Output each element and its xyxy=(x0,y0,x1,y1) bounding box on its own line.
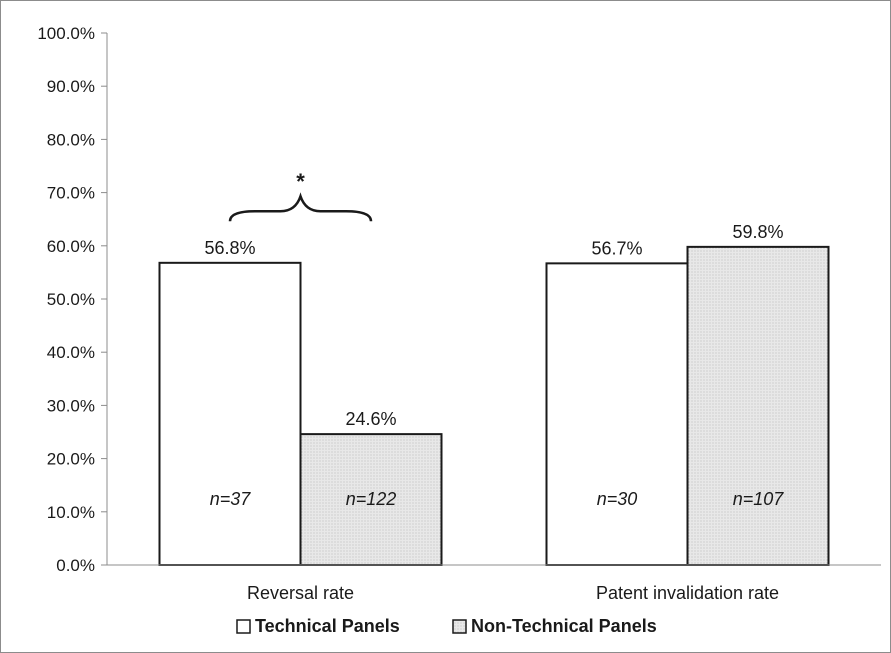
data-value-label: 59.8% xyxy=(732,222,783,242)
y-axis: 0.0% 10.0% 20.0% 30.0% 40.0% 50.0% 60.0% 70.0% 8… xyxy=(37,24,108,575)
sample-size-label: n=37 xyxy=(210,489,252,509)
y-tick-label: 100.0% xyxy=(37,24,95,43)
y-tick-label: 60.0% xyxy=(47,237,95,256)
category-label: Reversal rate xyxy=(247,583,354,603)
y-tick-label: 20.0% xyxy=(47,450,95,469)
y-tick-label: 40.0% xyxy=(47,343,95,362)
data-value-label: 56.8% xyxy=(204,238,255,258)
legend: Technical Panels Non-Technical Panels xyxy=(236,616,657,636)
y-tick-label: 80.0% xyxy=(47,130,95,149)
y-tick-label: 90.0% xyxy=(47,77,95,96)
bar-technical-0 xyxy=(158,261,302,566)
legend-label: Technical Panels xyxy=(255,616,400,636)
bar-technical-1 xyxy=(545,262,689,566)
sample-size-label: n=107 xyxy=(733,489,785,509)
y-tick-label: 50.0% xyxy=(47,290,95,309)
data-value-label: 24.6% xyxy=(345,409,396,429)
legend-swatch xyxy=(452,619,467,634)
x-axis: Reversal rate Patent invalidation rate xyxy=(107,564,881,603)
category-label: Patent invalidation rate xyxy=(596,583,779,603)
y-tick-label: 30.0% xyxy=(47,396,95,415)
sample-size-label: n=30 xyxy=(597,489,638,509)
data-value-label: 56.7% xyxy=(591,238,642,258)
data-labels-group: 56.8% n=37 24.6% n=122 56.7% n=30 59.8% n=107 xyxy=(204,222,784,509)
legend-label: Non-Technical Panels xyxy=(471,616,657,636)
bar-non-technical-1 xyxy=(686,245,830,566)
bars-group xyxy=(158,245,830,566)
legend-swatch xyxy=(236,619,251,634)
bar-non-technical-0 xyxy=(299,433,443,566)
sample-size-label: n=122 xyxy=(346,489,397,509)
significance-star: * xyxy=(296,169,305,194)
significance-annotation: * xyxy=(228,169,373,222)
curly-brace xyxy=(228,192,373,222)
y-tick-label: 0.0% xyxy=(56,556,95,575)
y-tick-label: 70.0% xyxy=(47,184,95,203)
y-tick-label: 10.0% xyxy=(47,503,95,522)
